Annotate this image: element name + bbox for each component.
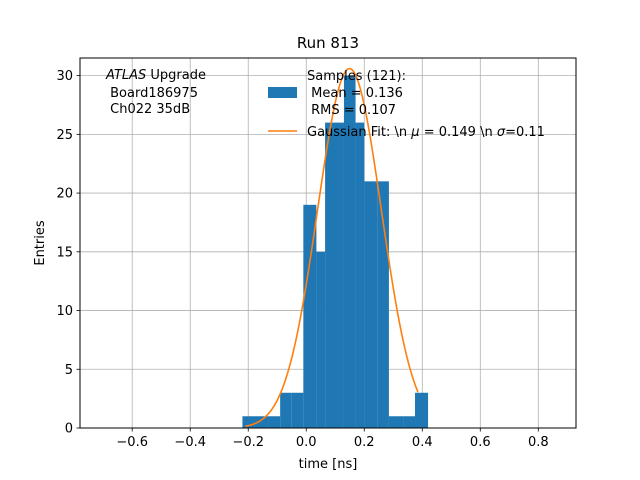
plot-frame bbox=[79, 57, 577, 429]
histogram-bar bbox=[343, 75, 356, 428]
legend-fit-mu: μ bbox=[410, 125, 419, 140]
annotation: ATLAS Upgrade Board186975 Ch022 35dB bbox=[105, 68, 206, 117]
x-tick-label: −0.6 bbox=[116, 435, 148, 450]
histogram-bar bbox=[388, 416, 404, 428]
histogram-bar bbox=[291, 392, 304, 428]
histogram-bar bbox=[303, 204, 317, 428]
y-tick-label: 5 bbox=[65, 363, 73, 378]
y-tick-label: 30 bbox=[56, 69, 73, 84]
histogram-bar bbox=[364, 181, 378, 428]
x-tick-label: 0.0 bbox=[296, 435, 317, 450]
annotation-line-1: ATLAS Upgrade bbox=[105, 68, 206, 83]
x-tick-label: 0.8 bbox=[528, 435, 549, 450]
x-tick-label: 0.4 bbox=[412, 435, 433, 450]
annotation-line-3: Ch022 35dB bbox=[106, 102, 190, 117]
y-axis-label: Entries bbox=[33, 220, 48, 266]
legend-fit-mid: = 0.149 \n bbox=[420, 125, 497, 140]
x-axis-ticks: −0.6 −0.4 −0.2 0.0 0.2 0.4 0.6 0.8 bbox=[116, 428, 549, 450]
legend-fit-label: Gaussian Fit: \n μ = 0.149 \n σ=0.11 bbox=[307, 125, 545, 140]
legend-histogram-swatch bbox=[268, 87, 297, 98]
histogram-bar bbox=[316, 251, 326, 428]
y-tick-label: 15 bbox=[56, 245, 73, 260]
x-axis-label: time [ns] bbox=[299, 457, 358, 472]
histogram-bar bbox=[403, 416, 416, 428]
histogram-bar bbox=[415, 392, 429, 428]
x-tick-label: −0.4 bbox=[174, 435, 206, 450]
y-axis-ticks: 0 5 10 15 20 25 30 bbox=[56, 69, 80, 437]
x-tick-label: −0.2 bbox=[232, 435, 264, 450]
histogram-bar bbox=[325, 122, 344, 428]
x-tick-label: 0.2 bbox=[354, 435, 375, 450]
legend-fit-prefix: Gaussian Fit: \n bbox=[307, 125, 411, 140]
legend-fit-sigma: σ bbox=[497, 125, 506, 140]
legend-histogram-line-3: RMS = 0.107 bbox=[307, 103, 396, 118]
gaussian-fit bbox=[245, 67, 419, 428]
histogram-bar bbox=[280, 392, 292, 428]
y-tick-label: 10 bbox=[56, 304, 73, 319]
legend: Samples (121): Mean = 0.136 RMS = 0.107 … bbox=[268, 69, 545, 140]
histogram-bar bbox=[355, 122, 365, 428]
annotation-line-2: Board186975 bbox=[106, 86, 198, 101]
legend-histogram-line-1: Samples (121): bbox=[307, 69, 406, 84]
x-tick-label: 0.6 bbox=[470, 435, 491, 450]
legend-fit-suffix: =0.11 bbox=[505, 125, 545, 140]
histogram-bar bbox=[242, 416, 269, 428]
y-tick-label: 20 bbox=[56, 187, 73, 202]
chart-title: Run 813 bbox=[297, 34, 359, 52]
histogram-bars bbox=[242, 75, 429, 428]
histogram-bar bbox=[377, 181, 389, 428]
y-tick-label: 25 bbox=[56, 128, 73, 143]
gaussian-fit-curve bbox=[245, 67, 419, 428]
annotation-italic: ATLAS bbox=[105, 68, 146, 83]
histogram-bar bbox=[268, 416, 281, 428]
y-tick-label: 0 bbox=[65, 422, 73, 437]
legend-histogram-line-2: Mean = 0.136 bbox=[307, 86, 403, 101]
